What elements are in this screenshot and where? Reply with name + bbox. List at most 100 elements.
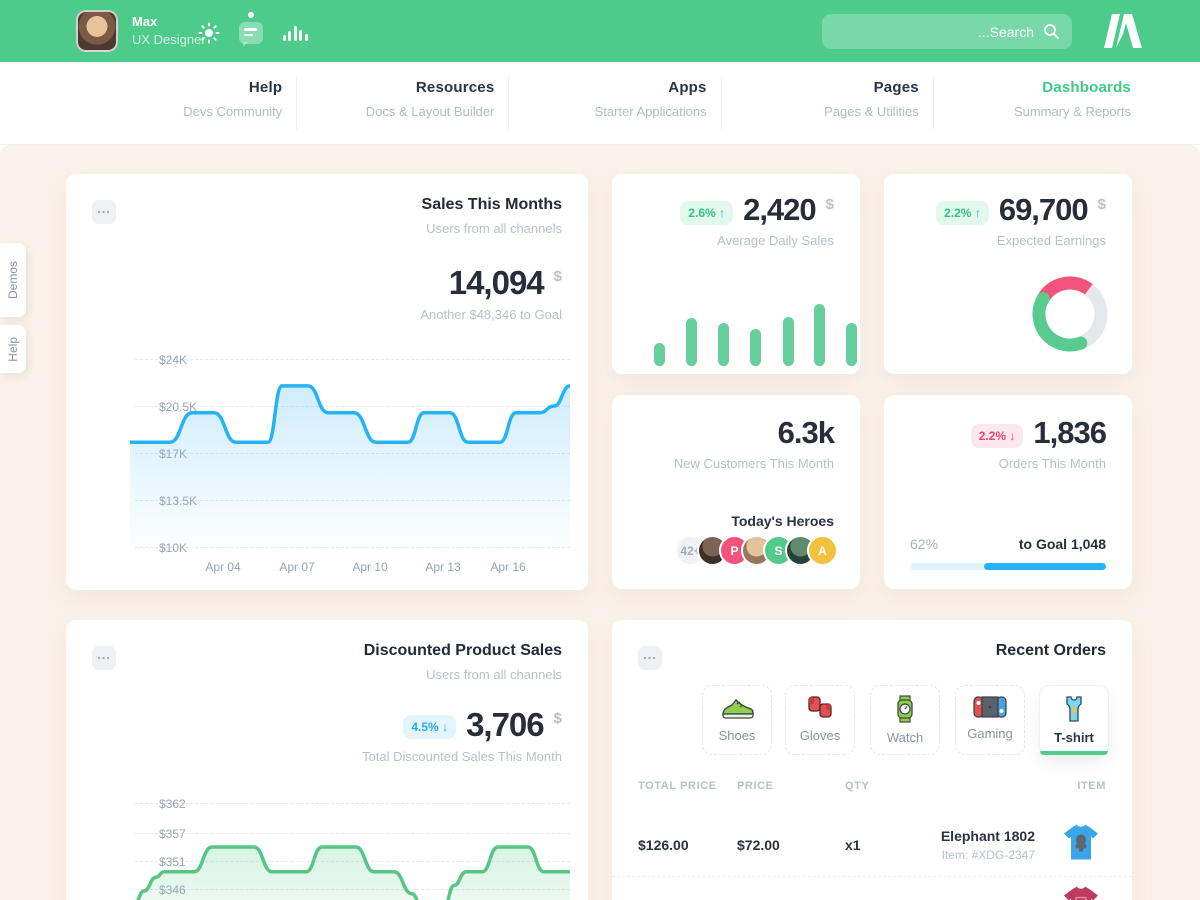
nav-title: Help: [248, 79, 283, 96]
customers-value: 6.3k: [777, 415, 835, 450]
avatar[interactable]: A: [807, 535, 838, 566]
heroes-avatars: 42+ P S A: [675, 535, 838, 566]
side-tab-demos[interactable]: Demos: [0, 243, 26, 317]
nav-sub: Starter Applications: [594, 104, 707, 119]
orders-card: 2.2% ↓ 1,836 Orders This Month 62% to Go…: [884, 395, 1132, 589]
nav-title: Pages: [873, 79, 919, 96]
earnings-value: 69,700: [998, 192, 1089, 227]
search-input[interactable]: [822, 14, 1072, 49]
gloves-icon: [808, 696, 832, 718]
nav-item-help[interactable]: Help Devs Community: [70, 62, 298, 144]
bar: [653, 343, 665, 366]
gaming-console-icon: [973, 696, 1007, 718]
order-qty: x1: [845, 837, 861, 853]
search-icon[interactable]: [1043, 23, 1060, 45]
category-gaming[interactable]: Gaming: [955, 685, 1025, 755]
messages-icon[interactable]: [238, 12, 264, 47]
sales-card: ... Sales This Months Users from all cha…: [66, 174, 588, 590]
sales-value: 14,094: [448, 264, 545, 301]
orders-label: Orders This Month: [998, 456, 1106, 471]
earnings-label: Expected Earnings: [996, 233, 1106, 248]
main-nav: Help Devs Community Resources Docs & Lay…: [0, 62, 1200, 145]
order-price: $72.00: [737, 837, 780, 853]
col-item: ITEM: [1077, 780, 1106, 792]
earnings-card: 2.2% ↑ 69,700 $ Expected Earnings: [884, 174, 1132, 374]
card-menu-button[interactable]: ...: [92, 200, 116, 224]
trend-up-icon: ↑: [974, 206, 981, 220]
daily-bar-chart: [633, 296, 857, 366]
watch-icon: [897, 695, 913, 723]
discounted-label: Total Discounted Sales This Month: [362, 749, 562, 764]
user-role: UX Designer: [132, 32, 206, 47]
orders-value: 1,836: [1033, 415, 1107, 450]
earnings-donut-chart: [1030, 274, 1110, 359]
sneaker-icon: [722, 698, 754, 719]
order-row[interactable]: Red Laga: [612, 876, 1132, 900]
col-total-price: TOTAL PRICE: [638, 780, 717, 792]
y-tick: $362: [159, 797, 186, 811]
category-label: Gaming: [967, 726, 1013, 741]
nav-sub: Summary & Reports: [1013, 104, 1131, 119]
bar: [717, 323, 729, 366]
card-subtitle: Users from all channels: [426, 221, 562, 236]
col-price: PRICE: [737, 780, 774, 792]
category-label: Gloves: [799, 728, 841, 743]
category-shoes[interactable]: Shoes: [702, 685, 772, 755]
x-tick: Apr 13: [425, 560, 461, 574]
nav-title: Apps: [668, 79, 707, 96]
analytics-bars-icon[interactable]: [282, 20, 308, 46]
order-row[interactable]: $126.00 $72.00 x1 Elephant 1802 Item: #X…: [612, 816, 1132, 874]
card-title: Sales This Months: [421, 196, 562, 213]
nav-item-apps[interactable]: Apps Starter Applications: [494, 62, 722, 144]
card-menu-button[interactable]: ...: [92, 646, 116, 670]
order-item-name: Elephant 1802: [940, 828, 1035, 844]
x-tick: Apr 07: [279, 560, 315, 574]
category-gloves[interactable]: Gloves: [785, 685, 855, 755]
search: [822, 14, 1072, 49]
card-title: Recent Orders: [995, 642, 1106, 659]
y-tick: $351: [159, 855, 186, 869]
heroes-title: Today's Heroes: [731, 513, 834, 529]
discounted-value: 3,706: [466, 706, 545, 743]
product-tshirt-blue-icon: [1060, 822, 1102, 869]
side-tab-help[interactable]: Help: [0, 325, 26, 373]
card-menu-button[interactable]: ...: [638, 646, 662, 670]
nav-item-pages[interactable]: Pages Pages & Utilities: [707, 62, 935, 144]
user-meta: Max UX Designer: [132, 14, 206, 47]
trend-down-icon: ↓: [442, 720, 449, 734]
discounted-card: ... Discounted Product Sales Users from …: [66, 620, 588, 900]
theme-sun-icon[interactable]: [196, 20, 222, 46]
x-tick: Apr 16: [490, 560, 526, 574]
y-tick: $24K: [159, 353, 188, 367]
category-watch[interactable]: Watch: [870, 685, 940, 755]
bar: [749, 329, 761, 366]
category-filter: Shoes Gloves: [612, 685, 1132, 757]
daily-value: 2,420: [743, 192, 817, 227]
user-avatar[interactable]: [76, 10, 118, 52]
side-tab-label: Demos: [6, 260, 20, 299]
order-item-code: Item: #XDG-2347: [941, 848, 1035, 862]
y-tick: $20.5K: [159, 400, 198, 414]
category-label: Shoes: [718, 728, 756, 743]
nav-item-dashboards[interactable]: Dashboards Summary & Reports: [919, 62, 1131, 144]
trend-up-icon: ↑: [719, 206, 726, 220]
side-tab-label: Help: [6, 336, 20, 362]
currency-sign: $: [553, 710, 562, 727]
category-label: Watch: [886, 730, 924, 745]
nav-sub: Pages & Utilities: [824, 104, 919, 119]
progress-goal: to Goal 1,048: [1018, 536, 1106, 552]
category-tshirt-selected[interactable]: T-shirt: [1039, 685, 1109, 755]
top-bar: Max UX Designer: [0, 0, 1200, 62]
trend-down-icon: ↓: [1009, 429, 1016, 443]
x-tick: Apr 10: [352, 560, 388, 574]
x-tick: Apr 04: [205, 560, 241, 574]
progress-percent: 62%: [910, 536, 939, 552]
category-label: T-shirt: [1054, 730, 1094, 745]
discounted-line-chart: $362 $357 $351 $346: [66, 795, 588, 900]
recent-orders-card: ... Recent Orders Shoes: [612, 620, 1132, 900]
nav-title: Dashboards: [1042, 79, 1131, 96]
bar: [813, 304, 825, 366]
brand-logo[interactable]: [1096, 14, 1142, 53]
nav-item-resources[interactable]: Resources Docs & Layout Builder: [282, 62, 510, 144]
